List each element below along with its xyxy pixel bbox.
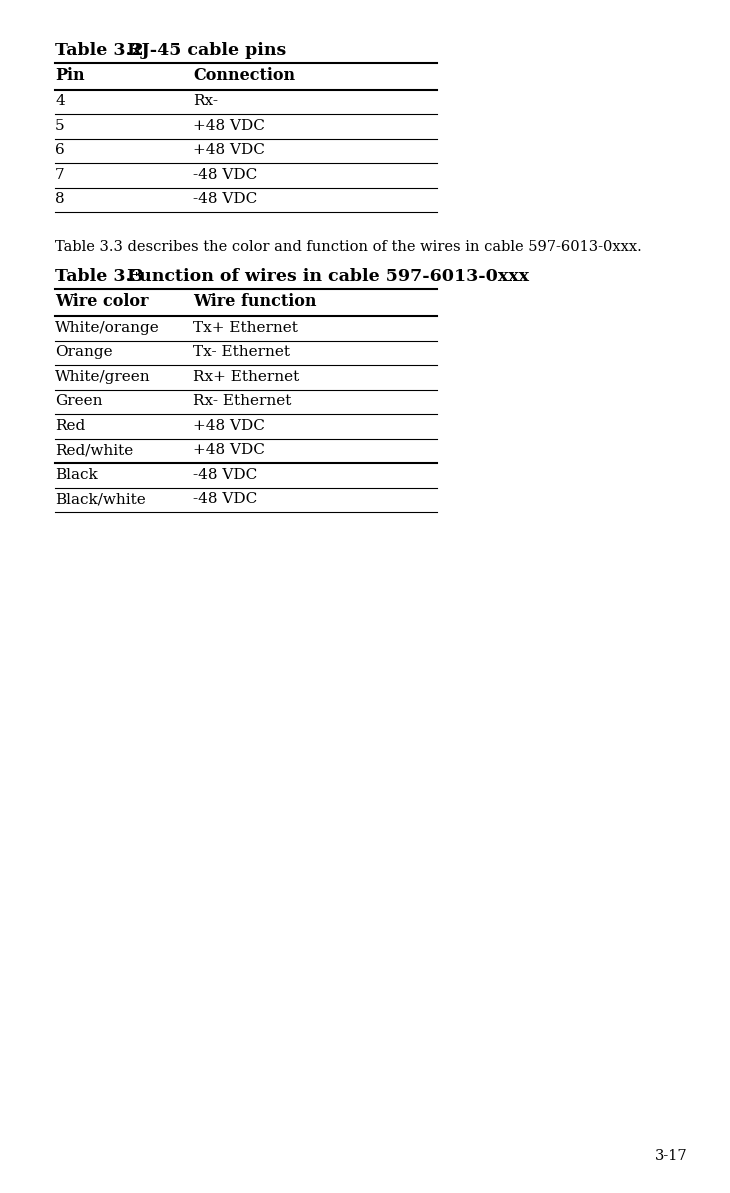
Text: Black: Black	[55, 468, 98, 482]
Text: White/orange: White/orange	[55, 321, 160, 335]
Text: Pin: Pin	[55, 67, 85, 84]
Text: Orange: Orange	[55, 346, 112, 359]
Text: Table 3.2: Table 3.2	[55, 42, 144, 58]
Text: Rx+ Ethernet: Rx+ Ethernet	[193, 370, 299, 384]
Text: 8: 8	[55, 192, 65, 206]
Text: 4: 4	[55, 94, 65, 109]
Text: -48 VDC: -48 VDC	[193, 468, 257, 482]
Text: Tx- Ethernet: Tx- Ethernet	[193, 346, 290, 359]
Text: +48 VDC: +48 VDC	[193, 419, 265, 433]
Text: 3-17: 3-17	[656, 1149, 688, 1163]
Text: 5: 5	[55, 119, 65, 132]
Text: Rx- Ethernet: Rx- Ethernet	[193, 395, 291, 408]
Text: 6: 6	[55, 143, 65, 157]
Text: Function of wires in cable 597-6013-0xxx: Function of wires in cable 597-6013-0xxx	[127, 268, 529, 285]
Text: Wire function: Wire function	[193, 293, 317, 310]
Text: Black/white: Black/white	[55, 493, 146, 506]
Text: Connection: Connection	[193, 67, 295, 84]
Text: Wire color: Wire color	[55, 293, 148, 310]
Text: RJ-45 cable pins: RJ-45 cable pins	[127, 42, 286, 58]
Text: Table 3.3: Table 3.3	[55, 268, 144, 285]
Text: Rx-: Rx-	[193, 94, 218, 109]
Text: White/green: White/green	[55, 370, 150, 384]
Text: Table 3.3 describes the color and function of the wires in cable 597-6013-0xxx.: Table 3.3 describes the color and functi…	[55, 241, 642, 254]
Text: Green: Green	[55, 395, 102, 408]
Text: Red/white: Red/white	[55, 444, 134, 457]
Text: 7: 7	[55, 168, 65, 181]
Text: +48 VDC: +48 VDC	[193, 444, 265, 457]
Text: -48 VDC: -48 VDC	[193, 192, 257, 206]
Text: -48 VDC: -48 VDC	[193, 493, 257, 506]
Text: Red: Red	[55, 419, 85, 433]
Text: +48 VDC: +48 VDC	[193, 119, 265, 132]
Text: Tx+ Ethernet: Tx+ Ethernet	[193, 321, 298, 335]
Text: -48 VDC: -48 VDC	[193, 168, 257, 181]
Text: +48 VDC: +48 VDC	[193, 143, 265, 157]
